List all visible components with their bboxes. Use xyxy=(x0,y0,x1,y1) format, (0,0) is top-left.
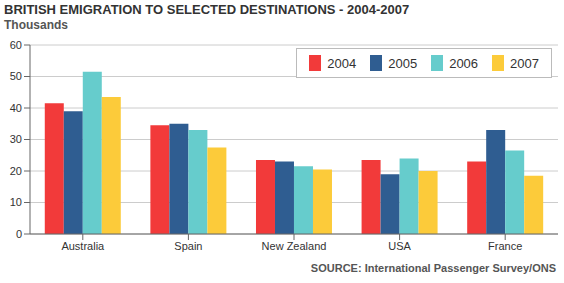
svg-text:60: 60 xyxy=(10,39,22,51)
svg-text:10: 10 xyxy=(10,196,22,208)
svg-text:40: 40 xyxy=(10,102,22,114)
svg-text:Australia: Australia xyxy=(61,240,105,252)
html-text:Thousands: Thousands xyxy=(4,18,68,32)
html-text:SOURCE: International Passenge: SOURCE: International Passenger Survey/O… xyxy=(310,262,556,274)
svg-text:France: France xyxy=(488,240,522,252)
svg-text:USA: USA xyxy=(388,240,411,252)
svg-text:New Zealand: New Zealand xyxy=(262,240,327,252)
svg-text:0: 0 xyxy=(16,228,22,240)
html-text:2005: 2005 xyxy=(388,55,418,71)
svg-text:Spain: Spain xyxy=(174,240,202,252)
svg-text:50: 50 xyxy=(10,70,22,82)
html-text:2006: 2006 xyxy=(449,55,479,71)
svg-text:30: 30 xyxy=(10,133,22,145)
html-text:BRITISH EMIGRATION TO SELECTED: BRITISH EMIGRATION TO SELECTED DESTINATI… xyxy=(4,2,410,17)
html-text:2004: 2004 xyxy=(327,55,357,71)
svg-text:20: 20 xyxy=(10,165,22,177)
html-text:2007: 2007 xyxy=(510,55,539,71)
